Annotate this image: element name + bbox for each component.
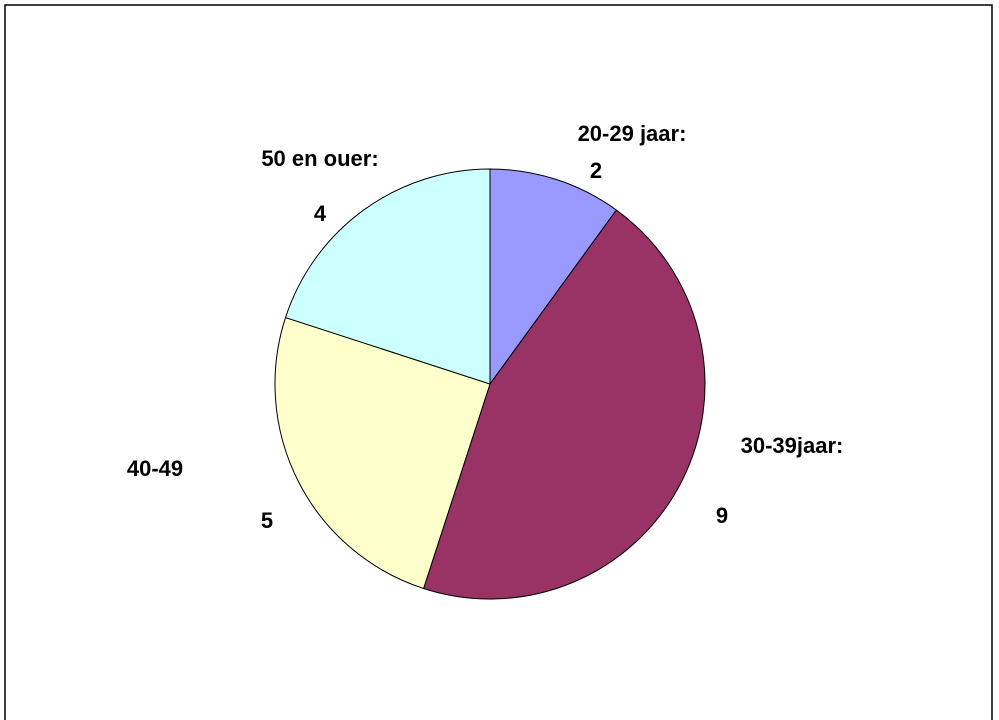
slice-label: 30-39jaar:	[741, 433, 844, 458]
slice-label: 20-29 jaar:	[578, 121, 687, 146]
pie-slice	[284, 168, 491, 385]
pie-slice	[422, 209, 706, 600]
slice-value: 9	[716, 503, 728, 528]
pie-slice	[489, 168, 618, 386]
slice-value: 2	[590, 158, 602, 183]
slice-value: 4	[314, 201, 327, 226]
slice-label: 40-49	[127, 456, 183, 481]
slice-label: 50 en ouer:	[261, 146, 378, 171]
pie-slice	[274, 316, 491, 590]
slice-value: 5	[261, 508, 273, 533]
